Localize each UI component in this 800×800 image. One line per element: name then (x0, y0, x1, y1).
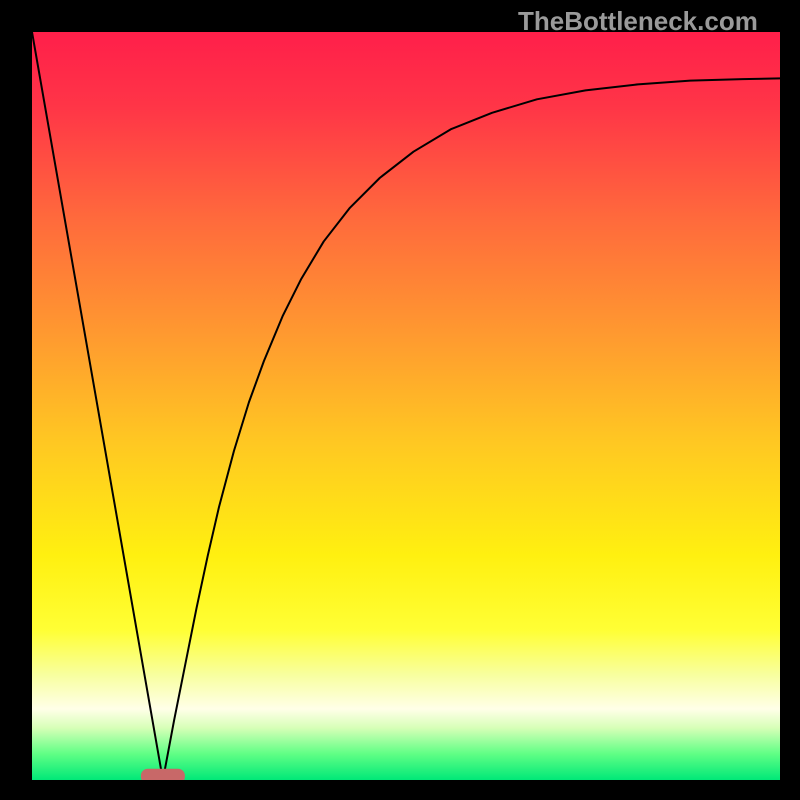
plot-svg (32, 32, 780, 780)
chart-container: TheBottleneck.com (0, 0, 800, 800)
plot-area (32, 32, 780, 780)
optimal-marker (141, 769, 185, 780)
watermark-text: TheBottleneck.com (518, 6, 758, 37)
